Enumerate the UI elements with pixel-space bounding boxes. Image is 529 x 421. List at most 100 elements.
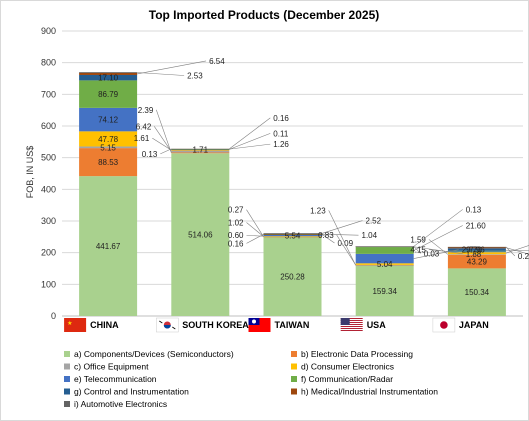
category-japan: JAPAN — [432, 317, 489, 333]
label-leader-line — [156, 109, 172, 153]
bar-segment — [79, 80, 138, 108]
legend-swatch — [291, 363, 297, 370]
bar-segment — [79, 72, 138, 73]
bar-segment — [79, 131, 138, 147]
category-usa: USA — [340, 318, 387, 332]
label-leader-line — [505, 249, 529, 252]
bar-segment — [447, 252, 506, 255]
label-leader-line — [246, 209, 264, 237]
label-leader-line — [246, 222, 264, 237]
category-label: USA — [367, 320, 387, 330]
data-label: 6.42 — [136, 122, 152, 131]
data-label: 2.52 — [366, 217, 382, 226]
data-label: 1.71 — [193, 146, 209, 155]
label-leader-line — [413, 209, 463, 247]
svg-text:★: ★ — [67, 320, 72, 327]
data-label: 1.88 — [466, 250, 482, 259]
bar-segment — [447, 246, 506, 249]
data-label: 7.96 — [469, 246, 485, 255]
data-label: 0.13 — [466, 205, 482, 214]
label-leader-line — [413, 225, 463, 251]
data-label: 4.15 — [410, 246, 426, 255]
label-leader-line — [137, 72, 185, 76]
y-tick-label: 500 — [41, 153, 56, 163]
bar-segment — [79, 146, 138, 149]
y-tick-label: 200 — [41, 248, 56, 258]
legend-label: a) Components/Devices (Semiconductors) — [74, 349, 234, 359]
taiwan-flag-icon — [248, 318, 271, 332]
y-tick-label: 700 — [41, 89, 56, 99]
data-label: 0.83 — [318, 231, 334, 240]
bars-layer — [79, 72, 506, 316]
data-label: 43.29 — [467, 258, 488, 267]
legend-item: a) Components/Devices (Semiconductors) — [64, 349, 234, 359]
category-south-korea: SOUTH KOREA — [156, 317, 249, 333]
legend-item: e) Telecommunication — [64, 374, 157, 384]
legend-swatch — [291, 351, 297, 357]
bar-segment — [447, 268, 506, 316]
label-leader-line — [336, 234, 356, 266]
legend-swatch — [291, 376, 297, 382]
bar-segment — [171, 153, 230, 316]
category-label: CHINA — [90, 320, 119, 330]
legend-swatch — [64, 376, 70, 382]
label-leader-line — [154, 126, 172, 152]
data-label: 2.53 — [187, 72, 203, 81]
data-label: 1.02 — [228, 218, 244, 227]
data-label: 1.04 — [362, 231, 378, 240]
legend-label: f) Communication/Radar — [301, 374, 393, 384]
label-leader-line — [413, 246, 421, 254]
label-leader-line — [229, 143, 271, 150]
bar-segment — [355, 246, 414, 248]
bar-segment — [79, 72, 138, 75]
label-leader-line — [246, 234, 264, 244]
bar-segment — [171, 148, 230, 150]
bar-segment — [447, 250, 506, 252]
bar-segment — [79, 176, 138, 316]
legend-label: b) Electronic Data Processing — [301, 349, 413, 359]
y-tick-label: 300 — [41, 216, 56, 226]
label-leader-line — [152, 137, 172, 151]
bar-segment — [355, 265, 414, 316]
bar-segment — [263, 233, 322, 235]
legend-item: f) Communication/Radar — [291, 374, 393, 384]
bar-segment — [355, 247, 414, 254]
data-label: 0.29 — [518, 252, 529, 261]
label-leader-line — [428, 249, 448, 252]
bar-segment — [447, 250, 506, 253]
legend-swatch — [64, 388, 70, 395]
category-label: TAIWAN — [275, 320, 310, 330]
category-china: ★ CHINA — [64, 318, 119, 332]
data-label: 2.39 — [138, 106, 154, 115]
y-tick-label: 800 — [41, 58, 56, 68]
data-label: 0.16 — [228, 239, 244, 248]
bar-segment — [355, 264, 414, 266]
china-flag-icon: ★ — [64, 318, 87, 332]
chart-title: Top Imported Products (December 2025) — [149, 8, 380, 22]
y-tick-label: 100 — [41, 279, 56, 289]
y-axis-title: FOB, IN US$ — [25, 146, 35, 199]
data-label: 0.13 — [142, 150, 158, 159]
usa-flag-icon — [340, 318, 363, 332]
data-label: 47.78 — [98, 135, 119, 144]
grid-layer: 0 100 200 300 400 500 600 700 800 900 — [41, 26, 523, 321]
label-leader-line — [137, 60, 207, 75]
data-label: 1.23 — [310, 206, 326, 215]
legend-item: c) Office Equipment — [64, 362, 149, 372]
data-label: 441.67 — [96, 242, 121, 251]
bar-segment — [171, 152, 230, 154]
data-label: 29.70 — [462, 246, 483, 255]
bar-segment — [355, 263, 414, 265]
legend-label: g) Control and Instrumentation — [74, 387, 189, 397]
data-label: 1.59 — [410, 235, 426, 244]
legend-swatch — [64, 363, 70, 370]
bar-segment — [263, 236, 322, 238]
data-label: 0.16 — [273, 114, 289, 123]
category-label: JAPAN — [459, 320, 489, 330]
data-label: 0.60 — [228, 231, 244, 240]
label-leader-line — [505, 247, 529, 255]
bar-segment — [263, 234, 322, 235]
